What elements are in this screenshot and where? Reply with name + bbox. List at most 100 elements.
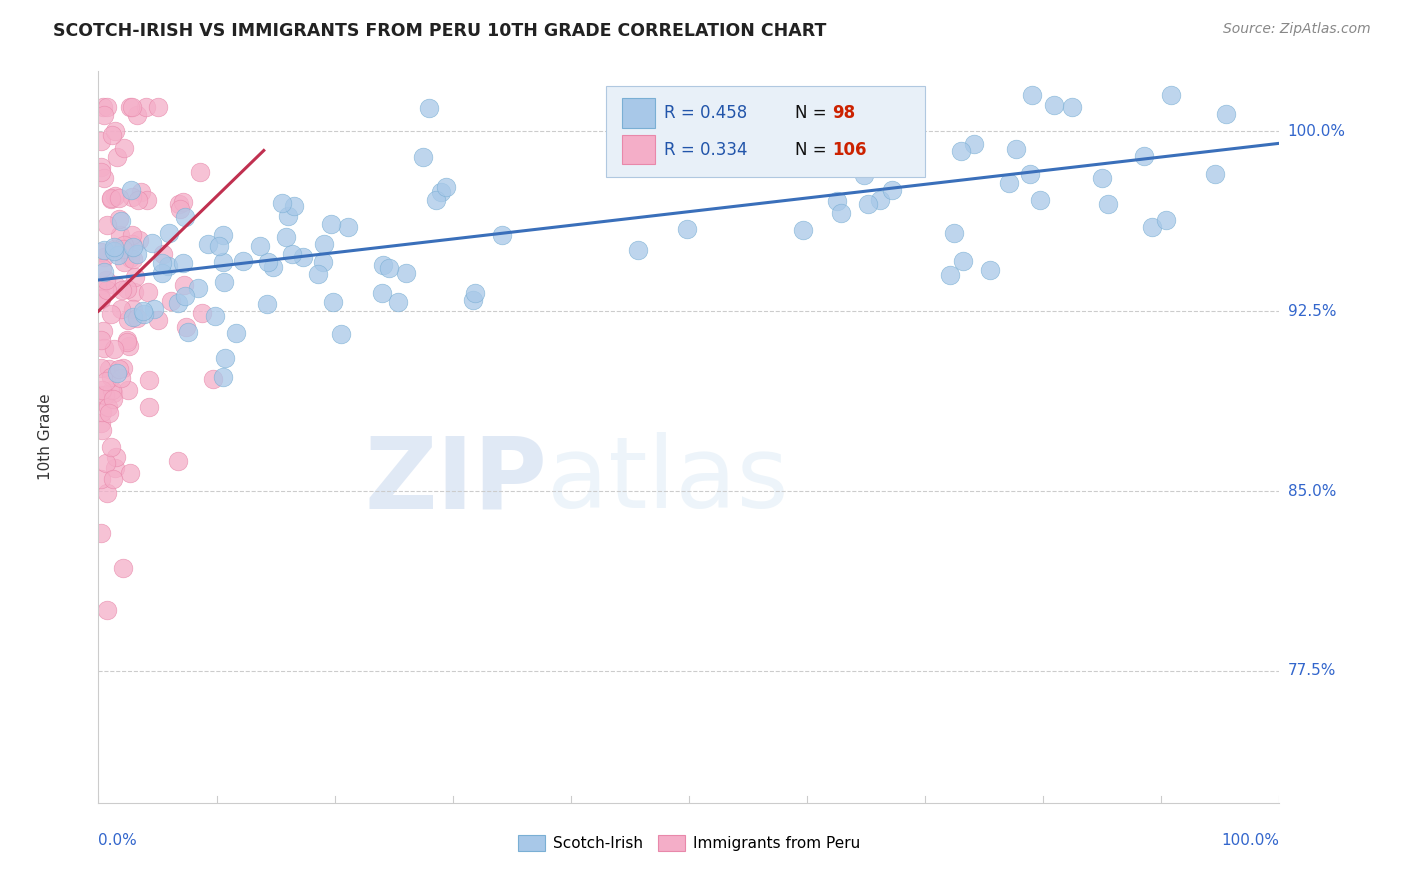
- Point: [1215, 107, 1237, 121]
- Point: [395, 266, 418, 280]
- Point: [1140, 220, 1163, 235]
- Point: [463, 293, 485, 307]
- Point: [103, 343, 125, 357]
- Point: [1097, 196, 1119, 211]
- Point: [281, 247, 304, 261]
- Point: [1029, 193, 1052, 207]
- Point: [125, 107, 148, 121]
- FancyBboxPatch shape: [621, 98, 655, 128]
- Point: [177, 325, 200, 339]
- Point: [93, 108, 115, 122]
- Point: [93, 243, 115, 257]
- Point: [96, 283, 118, 297]
- Point: [825, 194, 848, 209]
- Point: [212, 255, 235, 269]
- Point: [100, 440, 122, 454]
- Text: 92.5%: 92.5%: [1288, 303, 1336, 318]
- Point: [136, 193, 159, 207]
- Point: [169, 202, 191, 217]
- Point: [90, 261, 112, 276]
- Point: [307, 268, 329, 282]
- Point: [122, 252, 145, 267]
- Point: [104, 450, 127, 464]
- Point: [121, 100, 143, 114]
- Point: [111, 242, 134, 256]
- Point: [96, 603, 118, 617]
- Point: [330, 326, 353, 341]
- Point: [138, 373, 160, 387]
- Point: [118, 100, 141, 114]
- Point: [979, 262, 1001, 277]
- Text: 77.5%: 77.5%: [1288, 664, 1336, 679]
- Point: [112, 254, 135, 268]
- Point: [111, 283, 134, 297]
- Point: [105, 367, 128, 381]
- Point: [232, 253, 254, 268]
- Point: [262, 260, 284, 274]
- Point: [676, 221, 699, 235]
- Point: [952, 254, 974, 268]
- Point: [1160, 88, 1182, 103]
- Text: atlas: atlas: [547, 433, 789, 530]
- FancyBboxPatch shape: [621, 135, 655, 164]
- Point: [172, 256, 194, 270]
- Text: R = 0.334: R = 0.334: [664, 141, 748, 159]
- Point: [93, 265, 115, 279]
- Point: [1133, 149, 1156, 163]
- Point: [202, 371, 225, 385]
- Point: [792, 223, 814, 237]
- Point: [146, 100, 169, 114]
- Point: [204, 309, 226, 323]
- Point: [132, 304, 155, 318]
- Point: [90, 361, 112, 376]
- Point: [322, 295, 344, 310]
- Point: [101, 392, 124, 406]
- Point: [90, 417, 112, 431]
- Point: [337, 219, 360, 234]
- Point: [772, 150, 794, 164]
- Point: [1204, 167, 1226, 181]
- Text: 100.0%: 100.0%: [1288, 124, 1346, 139]
- Point: [256, 297, 278, 311]
- Point: [90, 292, 112, 306]
- Point: [173, 289, 195, 303]
- Point: [157, 259, 180, 273]
- Point: [108, 212, 131, 227]
- Point: [378, 261, 401, 276]
- Point: [118, 339, 141, 353]
- Point: [105, 150, 128, 164]
- Point: [283, 199, 305, 213]
- Point: [127, 194, 149, 208]
- Point: [249, 239, 271, 253]
- Point: [121, 227, 143, 242]
- Point: [312, 255, 335, 269]
- Point: [491, 227, 513, 242]
- Point: [96, 486, 118, 500]
- Point: [208, 238, 231, 252]
- Point: [939, 268, 962, 282]
- Point: [998, 176, 1021, 190]
- Point: [103, 386, 125, 401]
- Point: [370, 286, 392, 301]
- Point: [135, 100, 157, 114]
- Point: [91, 100, 114, 114]
- Point: [94, 388, 117, 402]
- Point: [387, 295, 409, 310]
- Point: [100, 369, 122, 384]
- Point: [174, 211, 197, 225]
- Point: [143, 301, 166, 316]
- Point: [271, 195, 294, 210]
- Point: [129, 185, 152, 199]
- Point: [832, 149, 855, 163]
- Point: [98, 362, 121, 376]
- Point: [117, 313, 139, 327]
- Point: [117, 334, 139, 349]
- Text: R = 0.458: R = 0.458: [664, 104, 748, 122]
- Point: [1005, 142, 1028, 156]
- Point: [225, 326, 247, 340]
- Point: [1062, 100, 1084, 114]
- Point: [107, 191, 129, 205]
- Text: 85.0%: 85.0%: [1288, 483, 1336, 499]
- Point: [108, 228, 131, 243]
- Point: [101, 128, 124, 142]
